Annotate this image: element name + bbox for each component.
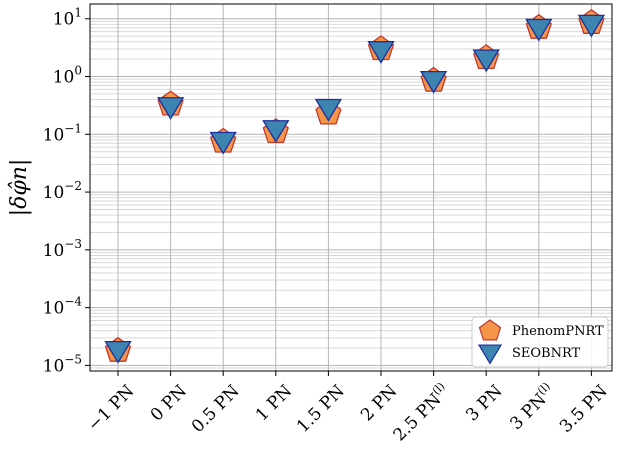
y-tick-label: 10−1 bbox=[43, 121, 82, 145]
seobnrt-marker bbox=[367, 41, 395, 64]
legend-label: PhenomPNRT bbox=[512, 324, 604, 339]
y-tick-label: 100 bbox=[53, 64, 82, 88]
x-tick-label: 0 PN bbox=[147, 381, 191, 425]
x-tick-label: 1.5 PN bbox=[293, 381, 349, 437]
legend-box bbox=[471, 316, 609, 368]
y-tick-label: 10−5 bbox=[43, 352, 82, 376]
plot-frame bbox=[89, 3, 613, 372]
seobnrt-marker bbox=[156, 97, 185, 120]
x-tick-label: 3 PN(l) bbox=[505, 380, 559, 434]
seobnrt-marker bbox=[577, 14, 606, 38]
legend-marker bbox=[478, 319, 502, 341]
x-tick-label: 3 PN bbox=[462, 381, 506, 425]
seobnrt-marker bbox=[314, 98, 343, 122]
y-tick-label: 101 bbox=[53, 6, 82, 30]
seobnrt-marker bbox=[472, 49, 500, 73]
y-axis-ticks: 10−5 10−4 10−3 10−2 10−1 100 101 bbox=[43, 6, 90, 376]
seobnrt-marker bbox=[419, 70, 448, 94]
seobnrt-marker bbox=[262, 120, 290, 143]
y-tick-label: 10−4 bbox=[43, 295, 83, 319]
seobnrt-marker bbox=[209, 131, 237, 155]
y-axis-label: |δφ̂n| bbox=[7, 159, 32, 217]
x-tick-label: 0.5 PN bbox=[188, 381, 244, 437]
data-markers bbox=[104, 8, 606, 364]
x-tick-label: 3.5 PN bbox=[556, 381, 612, 437]
y-tick-label: 10−3 bbox=[43, 237, 82, 261]
seobnrt-marker bbox=[104, 341, 132, 364]
y-tick-label: 10−2 bbox=[43, 179, 82, 203]
x-tick-label: 2 PN bbox=[357, 381, 401, 425]
minor-gridlines bbox=[90, 20, 612, 372]
x-tick-label: 1 PN bbox=[252, 381, 296, 425]
seobnrt-marker bbox=[525, 18, 553, 42]
legend-label: SEOBNRT bbox=[512, 346, 581, 361]
legend-marker bbox=[477, 344, 503, 365]
x-tick-label: 2.5 PN(l) bbox=[388, 380, 454, 446]
x-axis-ticks: −1 PN 0 PN0.5 PN 1 PN1.5 PN 2 PN2.5 PN(l) 3 … bbox=[84, 371, 612, 445]
legend: PhenomPNRT SEOBNRT bbox=[471, 316, 609, 368]
x-tick-label: −1 PN bbox=[84, 381, 138, 435]
